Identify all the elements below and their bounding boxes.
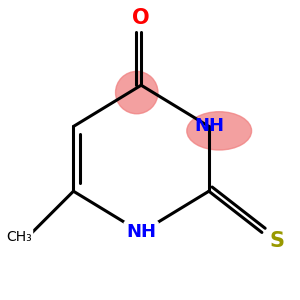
- Ellipse shape: [187, 112, 252, 150]
- Text: S: S: [269, 231, 284, 251]
- Circle shape: [116, 71, 158, 114]
- Text: NH: NH: [126, 224, 156, 242]
- Text: NH: NH: [194, 117, 224, 135]
- Text: CH₃: CH₃: [6, 230, 32, 244]
- Text: O: O: [132, 8, 150, 28]
